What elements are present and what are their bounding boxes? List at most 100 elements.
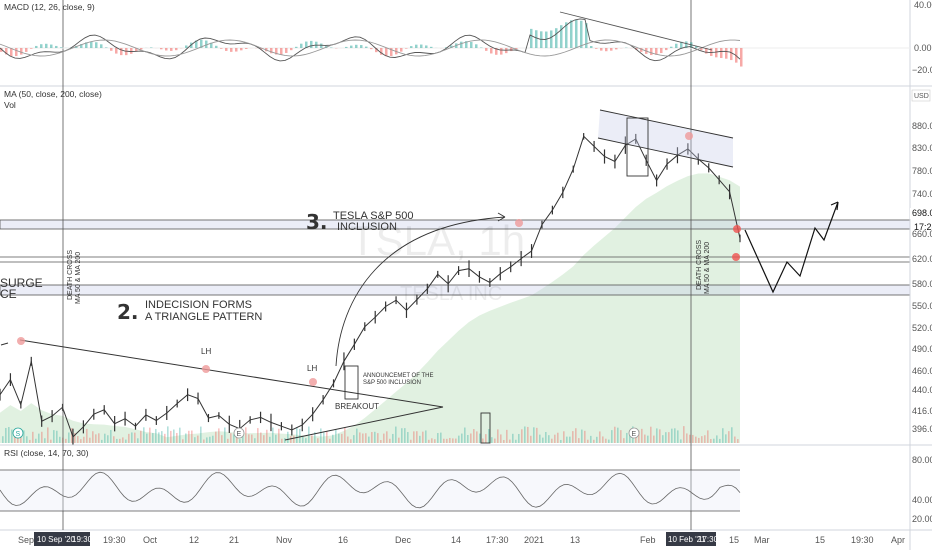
- time-label-apr: Apr: [891, 535, 905, 545]
- volume-bar: [593, 439, 595, 443]
- macd-hist-bar: [460, 41, 463, 48]
- macd-hist-bar: [345, 46, 348, 48]
- macd-hist-bar: [725, 48, 728, 59]
- volume-bar: [428, 439, 430, 443]
- current-price-value: 698.00: [912, 208, 932, 218]
- marker-support-1: [733, 225, 741, 233]
- macd-hist-bar: [210, 42, 213, 48]
- volume-bar: [245, 427, 247, 443]
- channel-lower: [597, 137, 734, 168]
- volume-bar: [227, 438, 229, 443]
- volume-bar: [551, 438, 553, 443]
- triangle-pattern: [0, 339, 444, 441]
- volume-bar: [737, 439, 739, 443]
- time-axis[interactable]: Sep 19:30 Oct 12 21 Nov 16 Dec 14 17:30 …: [18, 532, 905, 546]
- marker-lh1: [202, 365, 210, 373]
- volume-bar: [707, 430, 709, 443]
- volume-bar: [605, 438, 607, 443]
- annotation-breakout: BREAKOUT: [335, 402, 379, 411]
- volume-bar: [113, 436, 115, 443]
- time-label-2021: 2021: [524, 535, 544, 545]
- volume-bar: [128, 433, 130, 443]
- volume-bar: [476, 431, 478, 443]
- volume-bar: [224, 427, 226, 443]
- volume-bar: [548, 435, 550, 443]
- event-badge-earnings-2[interactable]: [628, 427, 640, 439]
- annotation-death-cross-right-1: DEATH CROSS: [696, 240, 703, 290]
- volume-bar: [293, 435, 295, 443]
- event-badge-earnings-1[interactable]: [233, 427, 245, 439]
- volume-bar: [134, 432, 136, 443]
- macd-hist-bar: [600, 48, 603, 51]
- macd-hist-bar: [450, 45, 453, 48]
- macd-hist-bar: [130, 48, 133, 54]
- macd-hist-bar: [50, 44, 53, 48]
- volume-bar: [260, 432, 262, 443]
- volume-bar: [359, 432, 361, 443]
- volume-bar: [722, 428, 724, 443]
- macd-hist-bar: [500, 48, 503, 55]
- event-badge-split[interactable]: [12, 427, 24, 439]
- macd-hist-bar: [295, 46, 298, 48]
- highlight-markers: [17, 132, 741, 386]
- moving-average-area: [0, 173, 740, 443]
- macd-hist-bar: [555, 28, 558, 48]
- macd-hist-bar: [215, 45, 218, 48]
- annotation-lh2: LH: [307, 364, 317, 373]
- volume-bar: [644, 434, 646, 443]
- macd-signal-line: [0, 39, 741, 57]
- volume-bar: [638, 430, 640, 443]
- price-scale[interactable]: 880.00 830.00 780.00 740.00 660.00 620.0…: [912, 121, 932, 434]
- currency-badge[interactable]: [911, 89, 931, 102]
- macd-hist-bar: [610, 48, 613, 51]
- macd-hist-bar: [105, 47, 108, 48]
- macd-hist-bar: [245, 48, 248, 49]
- volume-bar: [728, 431, 730, 443]
- macd-hist-bar: [510, 48, 513, 52]
- volume-bar: [119, 438, 121, 443]
- macd-hist-bar: [205, 40, 208, 48]
- volume-bar: [83, 436, 85, 443]
- volume-bar: [443, 438, 445, 443]
- annotation-step3-line2: INCLUSION: [337, 221, 397, 233]
- volume-bar: [353, 435, 355, 443]
- volume-bar: [17, 435, 19, 443]
- volume-bar: [716, 435, 718, 443]
- price-tick-520: 520.00: [912, 323, 932, 333]
- volume-bar: [50, 439, 52, 443]
- volume-bar: [326, 431, 328, 443]
- volume-bar: [41, 431, 43, 443]
- macd-hist-bar: [90, 41, 93, 48]
- volume-bar: [251, 434, 253, 443]
- macd-tick-1: 40.00: [914, 0, 932, 10]
- marker-breakout-698: [515, 219, 523, 227]
- macd-hist-bar: [410, 46, 413, 48]
- annotation-surge-1: SURGE: [0, 276, 43, 290]
- volume-bar: [527, 426, 529, 443]
- volume-bar: [209, 436, 211, 443]
- macd-hist-bar: [650, 48, 653, 56]
- channel-fill: [598, 110, 733, 167]
- volume-bar: [53, 430, 55, 443]
- volume-bar: [95, 434, 97, 443]
- event-badges[interactable]: S E E: [12, 427, 640, 439]
- volume-bar: [626, 432, 628, 443]
- marker-support-2: [732, 253, 740, 261]
- macd-hist-bar: [365, 46, 368, 48]
- macd-hist-bar: [115, 48, 118, 54]
- volume-bar: [44, 438, 46, 443]
- macd-hist-bar: [475, 44, 478, 48]
- macd-hist-bar: [585, 23, 588, 48]
- volume-bar: [197, 435, 199, 443]
- macd-hist-bar: [350, 45, 353, 48]
- volume-bar: [500, 434, 502, 443]
- macd-histogram: [0, 19, 743, 67]
- price-pane-subtitle: Vol: [4, 100, 16, 110]
- volume-bar: [497, 429, 499, 443]
- volume-bar: [200, 426, 202, 443]
- time-label-15b: 15: [815, 535, 825, 545]
- time-label-dec: Dec: [395, 535, 412, 545]
- volume-bar: [122, 437, 124, 443]
